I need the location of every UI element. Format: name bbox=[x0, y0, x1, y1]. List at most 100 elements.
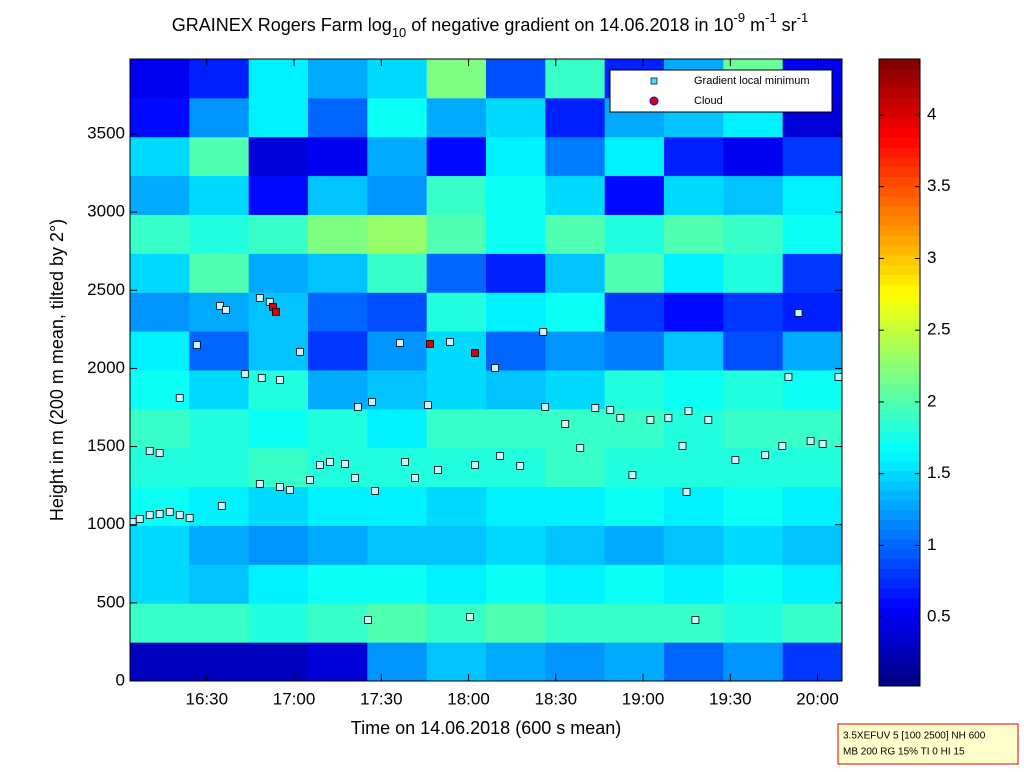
colorbar-tick-label: 3.5 bbox=[927, 176, 951, 195]
heat-cell bbox=[664, 253, 724, 293]
scatter-point bbox=[165, 508, 174, 516]
annotation-box bbox=[837, 723, 1019, 765]
heat-cell bbox=[367, 59, 428, 99]
heat-cell bbox=[486, 564, 546, 604]
x-tick-label: 19:00 bbox=[622, 689, 665, 708]
colorbar-step bbox=[879, 529, 920, 540]
heat-cell bbox=[664, 525, 724, 565]
heat-cell bbox=[248, 253, 309, 293]
scatter-point bbox=[434, 466, 442, 474]
heat-cell bbox=[308, 292, 368, 332]
scatter-point bbox=[561, 420, 570, 428]
legend-label: Gradient local minimum bbox=[694, 75, 810, 87]
heat-cell bbox=[723, 331, 784, 371]
heat-cell bbox=[426, 408, 487, 449]
colorbar-step bbox=[879, 274, 920, 285]
scatter-point bbox=[606, 406, 615, 414]
scatter-point bbox=[255, 294, 264, 302]
title-part: sr bbox=[777, 15, 797, 35]
heat-cell bbox=[723, 642, 784, 681]
heat-cell bbox=[545, 564, 606, 604]
heat-cell bbox=[308, 525, 368, 565]
colorbar-step bbox=[879, 578, 920, 589]
heat-cell bbox=[308, 603, 368, 643]
axes-frame bbox=[129, 58, 843, 682]
heat-cell bbox=[426, 525, 487, 565]
heat-cell bbox=[782, 447, 842, 488]
title-part: -1 bbox=[765, 10, 777, 25]
heat-cell bbox=[130, 642, 190, 681]
heat-cell bbox=[486, 369, 546, 410]
scatter-point bbox=[217, 502, 226, 510]
scatter-point bbox=[396, 339, 404, 347]
heat-cell bbox=[367, 369, 428, 410]
heat-cell bbox=[130, 253, 190, 293]
heat-cell bbox=[545, 486, 606, 526]
heat-cell bbox=[782, 214, 842, 254]
colorbar-step bbox=[879, 637, 920, 648]
colorbar-step bbox=[879, 225, 920, 236]
heat-cell bbox=[782, 525, 842, 565]
colorbar-step bbox=[879, 627, 920, 638]
heat-cell bbox=[486, 525, 546, 565]
heat-cell bbox=[723, 214, 784, 254]
scatter-point bbox=[351, 474, 359, 482]
heat-cell bbox=[248, 214, 309, 254]
colorbar-step bbox=[879, 303, 920, 315]
scatter-point bbox=[135, 515, 144, 523]
scatter-point bbox=[496, 452, 505, 460]
scatter-point bbox=[684, 407, 693, 415]
heat-cell bbox=[604, 369, 665, 410]
chart-title: GRAINEX Rogers Farm log10 of negative gr… bbox=[172, 10, 808, 40]
heat-cell bbox=[723, 175, 784, 215]
heat-cell bbox=[367, 408, 428, 449]
heat-cell bbox=[308, 214, 368, 254]
x-axis-label: Time on 14.06.2018 (600 s mean) bbox=[351, 718, 622, 738]
heat-cell bbox=[545, 525, 606, 565]
heat-cell bbox=[130, 136, 190, 177]
scatter-point bbox=[704, 416, 713, 424]
heat-cell bbox=[189, 136, 250, 177]
heat-cell bbox=[604, 408, 665, 449]
legend-marker bbox=[649, 96, 659, 106]
heat-cell bbox=[308, 97, 368, 138]
x-tick-label: 19:30 bbox=[709, 689, 752, 708]
colorbar-step bbox=[879, 460, 920, 471]
scatter-point bbox=[491, 364, 499, 372]
heat-cell bbox=[426, 253, 487, 293]
scatter-point bbox=[682, 487, 691, 496]
heat-cell bbox=[782, 564, 842, 604]
scatter-point bbox=[222, 306, 230, 314]
heat-cell bbox=[248, 525, 309, 565]
scatter-point bbox=[368, 397, 376, 406]
heat-cell bbox=[604, 564, 665, 604]
scatter-point bbox=[175, 394, 184, 402]
colorbar-step bbox=[879, 666, 920, 677]
heat-cell bbox=[248, 408, 309, 449]
colorbar-tick-label: 0.5 bbox=[927, 607, 951, 626]
heat-cell bbox=[486, 175, 546, 215]
heat-cell bbox=[486, 97, 546, 138]
scatter-point bbox=[296, 347, 304, 356]
title-part: -1 bbox=[797, 10, 809, 25]
x-tick-label: 18:30 bbox=[535, 689, 578, 708]
colorbar-step bbox=[879, 362, 920, 373]
scatter-point bbox=[175, 511, 184, 519]
scatter-point bbox=[255, 480, 264, 488]
heat-cell bbox=[486, 603, 546, 643]
scatter-point bbox=[761, 451, 770, 459]
y-tick-label: 3500 bbox=[87, 123, 125, 142]
heat-cell bbox=[723, 486, 784, 526]
heat-cell bbox=[723, 603, 784, 643]
colorbar-step bbox=[879, 558, 920, 569]
heat-cell bbox=[189, 369, 250, 410]
colorbar-step bbox=[879, 235, 920, 246]
heat-cell bbox=[308, 486, 368, 526]
colorbar-tick-label: 1.5 bbox=[927, 463, 951, 482]
scatter-point bbox=[784, 372, 793, 381]
y-axis-label: Height in m (200 m mean, tilted by 2°) bbox=[47, 219, 67, 521]
heat-cell bbox=[723, 525, 784, 565]
heat-cell bbox=[367, 175, 428, 215]
scatter-point bbox=[818, 440, 827, 448]
scatter-point bbox=[192, 341, 201, 349]
